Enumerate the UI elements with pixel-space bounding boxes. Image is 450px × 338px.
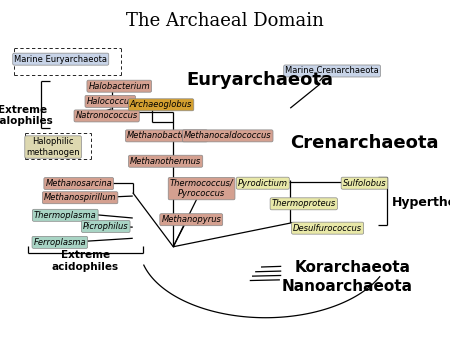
Text: Thermoplasma: Thermoplasma bbox=[34, 211, 97, 220]
Text: Halophilic
methanogen: Halophilic methanogen bbox=[26, 137, 80, 157]
Text: Crenarchaeota: Crenarchaeota bbox=[290, 134, 439, 152]
Text: Desulfurococcus: Desulfurococcus bbox=[293, 224, 362, 233]
Text: Pyrodictium: Pyrodictium bbox=[238, 179, 288, 188]
Text: Nanoarchaeota: Nanoarchaeota bbox=[281, 279, 412, 294]
Text: Halococcus: Halococcus bbox=[86, 97, 134, 106]
Text: Halobacterium: Halobacterium bbox=[89, 82, 150, 91]
Text: Natronococcus: Natronococcus bbox=[76, 112, 138, 120]
Text: Thermococcus/
Pyrococcus: Thermococcus/ Pyrococcus bbox=[170, 179, 234, 198]
Text: Euryarchaeota: Euryarchaeota bbox=[187, 71, 334, 90]
Text: Methanothermus: Methanothermus bbox=[130, 157, 201, 166]
Text: Picrophilus: Picrophilus bbox=[83, 222, 129, 231]
Text: Methanospirillum: Methanospirillum bbox=[44, 193, 117, 202]
Text: Methanosarcina: Methanosarcina bbox=[45, 179, 112, 188]
Text: Methanobacterium: Methanobacterium bbox=[127, 131, 206, 140]
Text: Marine Euryarchaeota: Marine Euryarchaeota bbox=[14, 55, 107, 64]
Text: Methanocaldococcus: Methanocaldococcus bbox=[184, 131, 271, 140]
Text: Extreme
acidophiles: Extreme acidophiles bbox=[52, 250, 119, 272]
Text: Archaeoglobus: Archaeoglobus bbox=[130, 100, 192, 109]
Text: The Archaeal Domain: The Archaeal Domain bbox=[126, 12, 324, 30]
Text: Thermoproteus: Thermoproteus bbox=[272, 199, 336, 208]
Text: Korarchaeota: Korarchaeota bbox=[295, 260, 411, 274]
Text: Sulfolobus: Sulfolobus bbox=[343, 179, 386, 188]
Text: Hyperthermophiles: Hyperthermophiles bbox=[392, 196, 450, 209]
Text: Extreme
halophiles: Extreme halophiles bbox=[0, 105, 53, 126]
Text: Marine Crenarchaeota: Marine Crenarchaeota bbox=[285, 67, 379, 75]
Text: Methanopyrus: Methanopyrus bbox=[161, 215, 221, 224]
Text: Ferroplasma: Ferroplasma bbox=[34, 238, 86, 247]
